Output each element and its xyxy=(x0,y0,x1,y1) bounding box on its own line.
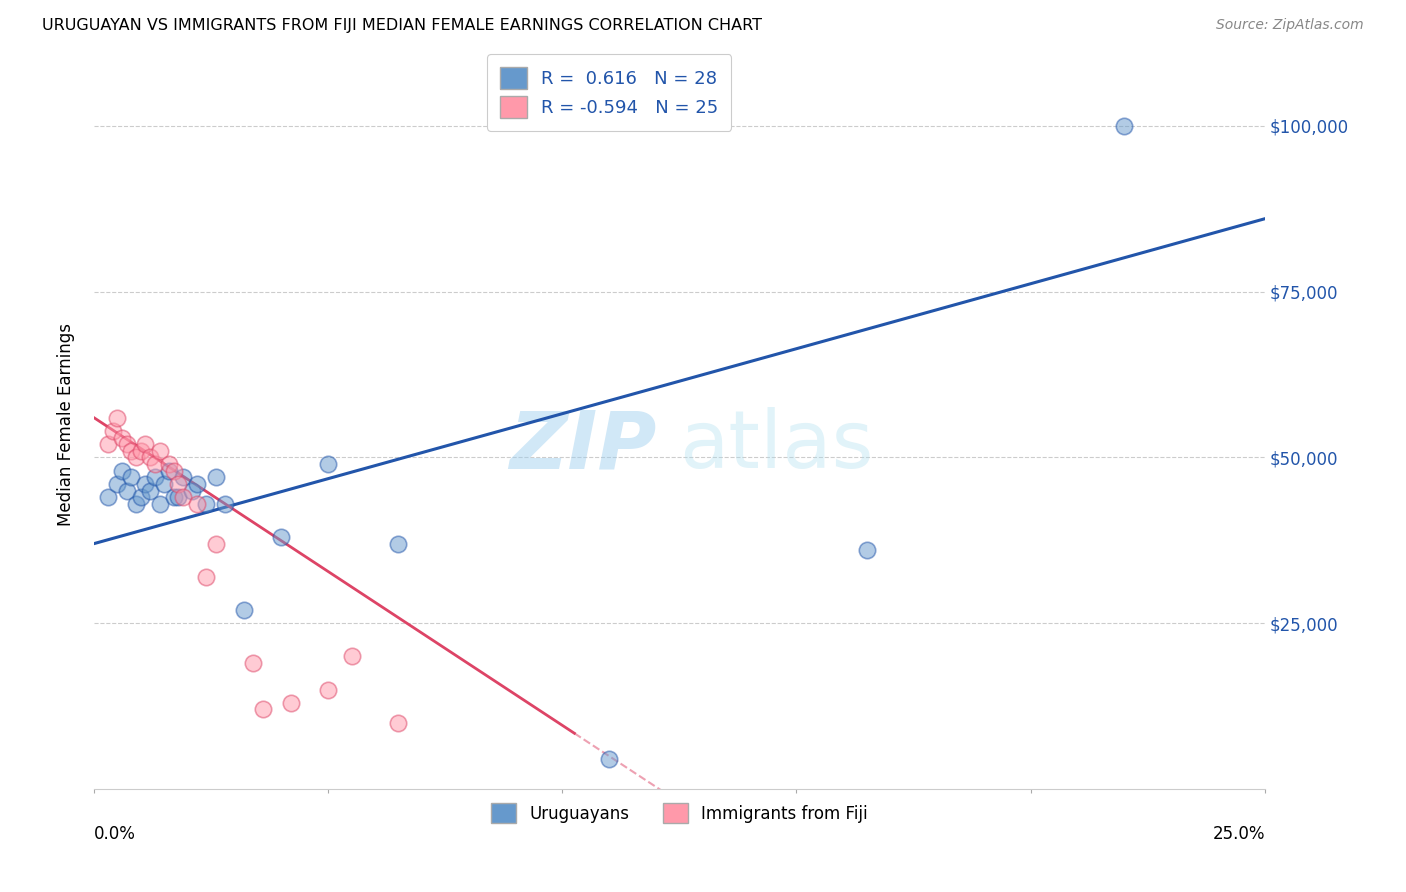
Point xyxy=(139,450,162,465)
Text: 0.0%: 0.0% xyxy=(94,825,136,844)
Point xyxy=(105,410,128,425)
Point xyxy=(139,483,162,498)
Point xyxy=(157,457,180,471)
Point xyxy=(242,656,264,670)
Point xyxy=(252,702,274,716)
Point xyxy=(148,443,170,458)
Text: ZIP: ZIP xyxy=(509,407,657,485)
Point xyxy=(129,443,152,458)
Point xyxy=(280,696,302,710)
Point xyxy=(598,752,620,766)
Point xyxy=(195,570,218,584)
Point xyxy=(97,490,120,504)
Point xyxy=(855,543,877,558)
Point xyxy=(143,457,166,471)
Point xyxy=(1114,119,1136,133)
Point xyxy=(134,477,156,491)
Point xyxy=(105,477,128,491)
Point xyxy=(134,437,156,451)
Point xyxy=(167,477,190,491)
Point xyxy=(387,715,409,730)
Point xyxy=(120,470,142,484)
Point xyxy=(204,536,226,550)
Point xyxy=(186,477,208,491)
Point xyxy=(186,497,208,511)
Text: Source: ZipAtlas.com: Source: ZipAtlas.com xyxy=(1216,18,1364,32)
Point xyxy=(316,457,339,471)
Point xyxy=(387,536,409,550)
Point xyxy=(172,490,194,504)
Point xyxy=(101,424,124,438)
Point xyxy=(157,464,180,478)
Legend: Uruguayans, Immigrants from Fiji: Uruguayans, Immigrants from Fiji xyxy=(482,795,876,831)
Point xyxy=(97,437,120,451)
Y-axis label: Median Female Earnings: Median Female Earnings xyxy=(58,323,75,525)
Point xyxy=(115,483,138,498)
Text: 25.0%: 25.0% xyxy=(1212,825,1265,844)
Text: atlas: atlas xyxy=(679,407,873,485)
Point xyxy=(120,443,142,458)
Point xyxy=(129,490,152,504)
Point xyxy=(316,682,339,697)
Point xyxy=(125,450,148,465)
Point xyxy=(270,530,292,544)
Point xyxy=(125,497,148,511)
Point xyxy=(172,470,194,484)
Point xyxy=(181,483,204,498)
Point xyxy=(111,431,134,445)
Point xyxy=(162,490,184,504)
Point xyxy=(232,603,254,617)
Point xyxy=(204,470,226,484)
Point xyxy=(214,497,236,511)
Point xyxy=(162,464,184,478)
Point xyxy=(143,470,166,484)
Point xyxy=(153,477,176,491)
Point xyxy=(111,464,134,478)
Point xyxy=(195,497,218,511)
Point xyxy=(148,497,170,511)
Text: URUGUAYAN VS IMMIGRANTS FROM FIJI MEDIAN FEMALE EARNINGS CORRELATION CHART: URUGUAYAN VS IMMIGRANTS FROM FIJI MEDIAN… xyxy=(42,18,762,33)
Point xyxy=(115,437,138,451)
Point xyxy=(167,490,190,504)
Point xyxy=(340,649,363,664)
